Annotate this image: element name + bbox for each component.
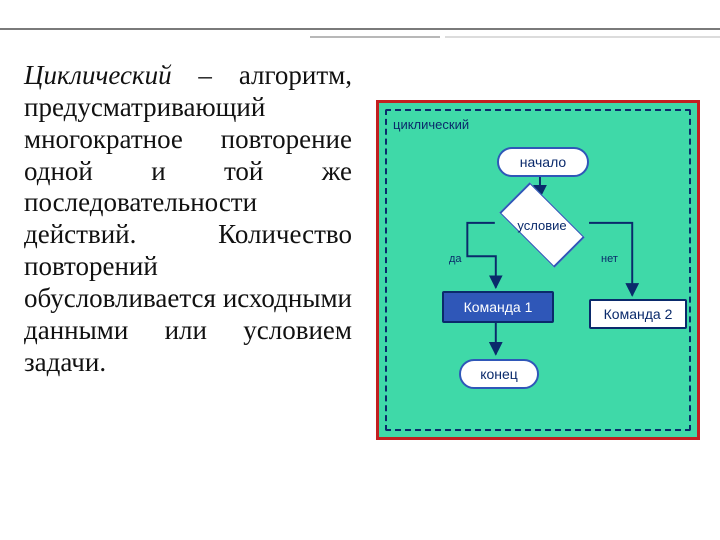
definition-text: Циклический – алгоритм, предусматривающи… bbox=[24, 60, 352, 379]
term-body: алгоритм, предусматривающий многократное… bbox=[24, 60, 352, 377]
node-start: начало bbox=[497, 147, 589, 177]
divider-line bbox=[0, 28, 720, 30]
header-divider bbox=[0, 28, 720, 46]
edge-label-no: нет bbox=[601, 253, 618, 265]
node-label: Команда 2 bbox=[604, 306, 673, 322]
node-label: конец bbox=[480, 366, 518, 382]
term-title: Циклический – bbox=[24, 60, 212, 90]
node-condition: условие bbox=[487, 197, 597, 253]
node-label: начало bbox=[520, 154, 566, 170]
flowchart-panel: циклический начало условие да нет Команд… bbox=[376, 100, 700, 440]
node-command-2: Команда 2 bbox=[589, 299, 687, 329]
divider-line bbox=[310, 36, 440, 38]
node-end: конец bbox=[459, 359, 539, 389]
node-command-1: Команда 1 bbox=[442, 291, 554, 323]
node-label: условие bbox=[487, 197, 597, 253]
edge-label-yes: да bbox=[449, 253, 462, 265]
divider-line bbox=[445, 36, 720, 38]
node-label: Команда 1 bbox=[464, 299, 533, 315]
